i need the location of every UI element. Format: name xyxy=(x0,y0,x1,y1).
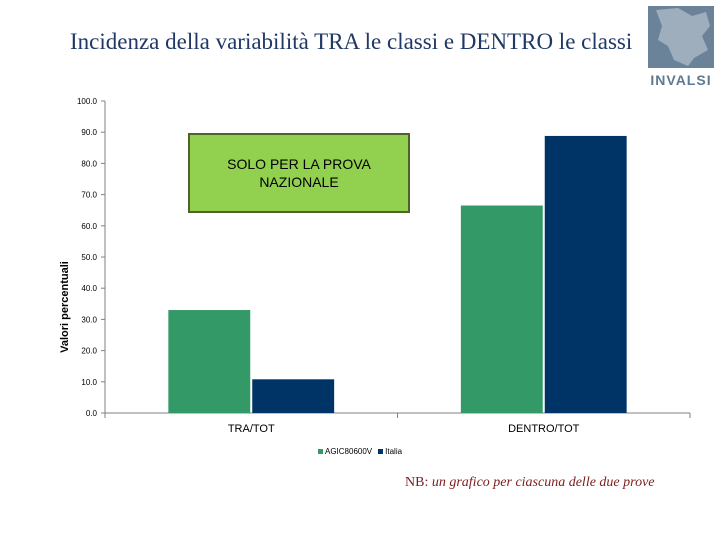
y-tick-label: 20.0 xyxy=(81,347,97,356)
bar-2-1 xyxy=(252,379,335,413)
legend-label-series-2: Italia xyxy=(385,446,403,456)
legend-swatch-series-1 xyxy=(318,448,323,454)
footnote-body: un grafico per ciascuna delle due prove xyxy=(431,475,655,490)
y-tick-label: 60.0 xyxy=(81,222,97,231)
bar-1-1 xyxy=(168,310,251,413)
y-tick-label: 90.0 xyxy=(81,128,97,137)
y-tick-label: 50.0 xyxy=(81,253,97,262)
y-tick-label: 100.0 xyxy=(77,97,98,106)
y-axis-title: Valori percentuali xyxy=(59,261,71,353)
y-tick-label: 0.0 xyxy=(86,409,98,418)
callout-text: SOLO PER LA PROVA NAZIONALE xyxy=(227,156,371,190)
slide-title: Incidenza della variabilità TRA le class… xyxy=(70,29,633,54)
y-tick-label: 10.0 xyxy=(81,378,97,387)
callout-box: SOLO PER LA PROVA NAZIONALE xyxy=(188,133,410,213)
legend-item-series-2: Italia xyxy=(378,447,402,456)
bar-2-2 xyxy=(544,135,627,413)
legend: AGIC80600V Italia xyxy=(318,444,402,458)
invalsi-logo: INVALSI xyxy=(648,6,714,92)
footnote: NB: un grafico per ciascuna delle due pr… xyxy=(405,475,715,491)
x-category-label: DENTRO/TOT xyxy=(508,423,580,435)
legend-swatch-series-2 xyxy=(378,448,384,454)
y-tick-label: 70.0 xyxy=(81,191,97,200)
y-tick-label: 80.0 xyxy=(81,159,97,168)
legend-label-series-1: AGIC80600V xyxy=(325,446,373,456)
x-category-label: TRA/TOT xyxy=(228,423,275,435)
logo-map-icon xyxy=(648,6,714,68)
y-tick-label: 40.0 xyxy=(81,284,97,293)
legend-item-series-1: AGIC80600V xyxy=(318,447,372,456)
y-tick-label: 30.0 xyxy=(81,315,97,324)
logo-text: INVALSI xyxy=(650,72,712,88)
bar-1-2 xyxy=(460,205,543,413)
footnote-prefix: NB: xyxy=(405,475,429,490)
